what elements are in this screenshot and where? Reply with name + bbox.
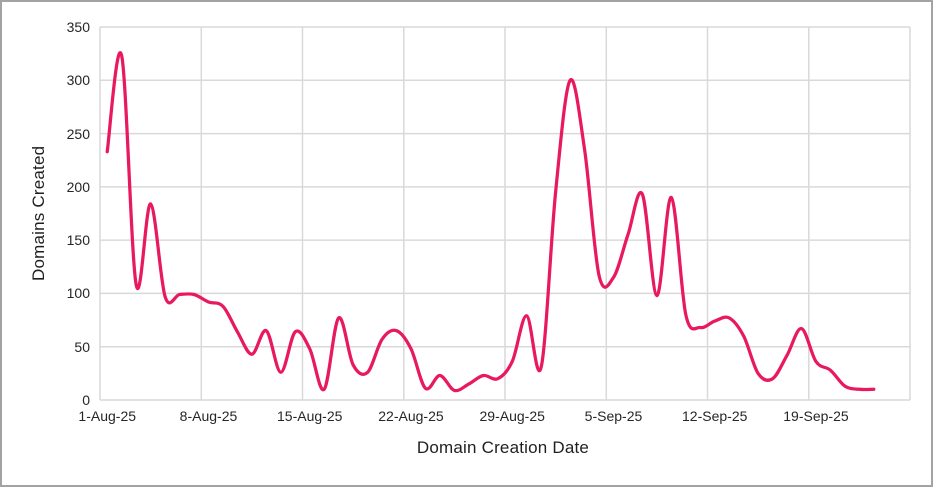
x-tick-label: 8-Aug-25 bbox=[179, 408, 238, 424]
gridlines bbox=[99, 26, 911, 401]
x-tick-label: 29-Aug-25 bbox=[479, 408, 545, 424]
y-tick-label: 200 bbox=[66, 178, 90, 195]
y-tick-label: 100 bbox=[66, 285, 90, 302]
x-axis-title: Domain Creation Date bbox=[416, 438, 590, 457]
x-tick-label: 12-Sep-25 bbox=[682, 408, 748, 424]
y-tick-label: 300 bbox=[66, 72, 90, 89]
x-tick-label: 19-Sep-25 bbox=[783, 408, 849, 424]
y-tick-label: 250 bbox=[66, 125, 90, 142]
domains-created-series bbox=[105, 51, 876, 393]
y-tick-label: 50 bbox=[74, 338, 90, 355]
x-tick-label: 5-Sep-25 bbox=[584, 408, 643, 424]
x-tick-label: 22-Aug-25 bbox=[378, 408, 444, 424]
y-tick-label: 0 bbox=[82, 392, 90, 408]
x-tick-label: 1-Aug-25 bbox=[78, 408, 137, 424]
y-tick-label: 150 bbox=[66, 232, 90, 249]
x-tick-label: 15-Aug-25 bbox=[277, 408, 343, 424]
y-tick-label: 350 bbox=[66, 19, 90, 35]
